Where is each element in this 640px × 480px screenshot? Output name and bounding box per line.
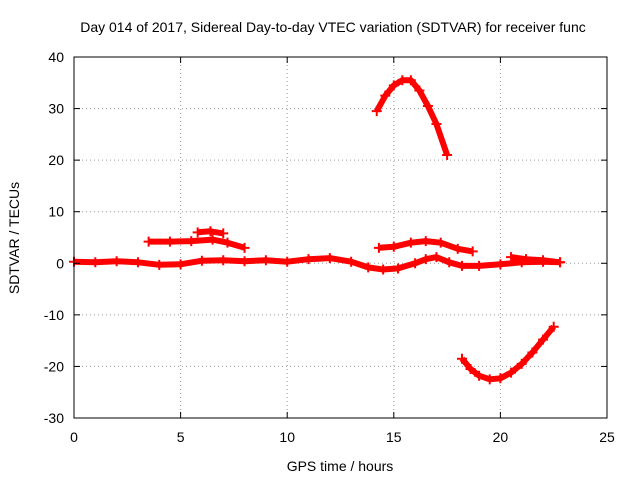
data-point	[555, 257, 566, 268]
data-point	[282, 256, 293, 267]
y-tick-label: 20	[48, 152, 64, 168]
data-point	[506, 252, 517, 263]
data-point	[538, 334, 549, 345]
data-point	[218, 255, 229, 266]
data-point	[495, 373, 506, 384]
data-point	[393, 263, 404, 274]
data-point	[154, 259, 165, 270]
data-point	[132, 257, 143, 268]
axis-ticks: 0 5 10 15 20 25 -30 -20 -10 0 10 20 30 40	[44, 49, 615, 445]
data-point	[186, 236, 197, 247]
data-point	[363, 262, 374, 273]
data-point	[506, 367, 517, 378]
data-point	[388, 80, 399, 91]
data-point	[484, 374, 495, 385]
data-point	[239, 256, 250, 267]
series-track-d	[510, 254, 561, 266]
data-point	[516, 358, 527, 369]
chart-title: Day 014 of 2017, Sidereal Day-to-day VTE…	[80, 19, 586, 35]
x-tick-label: 5	[177, 429, 185, 445]
data-point	[405, 75, 416, 86]
data-point	[164, 236, 175, 247]
series-track-high	[374, 77, 450, 156]
data-point	[442, 149, 453, 160]
data-point	[474, 370, 485, 381]
x-axis-label: GPS time / hours	[287, 458, 394, 474]
data-point	[410, 258, 421, 269]
data-point	[420, 254, 431, 265]
x-tick-label: 0	[70, 429, 78, 445]
data-point	[548, 321, 559, 332]
data-point	[260, 255, 271, 266]
plot-frame	[73, 56, 608, 419]
y-axis-label: SDTVAR / TECUs	[6, 182, 22, 294]
data-point	[388, 241, 399, 252]
data-point	[538, 255, 549, 266]
x-tick-label: 10	[279, 429, 295, 445]
series-track-a	[148, 236, 246, 251]
data-point	[378, 264, 389, 275]
data-point	[495, 259, 506, 270]
data-point	[218, 228, 229, 239]
data-point	[143, 236, 154, 247]
data-point	[431, 119, 442, 130]
data-point	[324, 253, 335, 264]
data-point	[196, 255, 207, 266]
data-point	[431, 252, 442, 263]
data-point	[422, 100, 433, 111]
data-point	[474, 260, 485, 271]
data-point	[90, 257, 101, 268]
data-point	[467, 246, 478, 257]
y-tick-label: -10	[44, 307, 64, 323]
data-point	[444, 257, 455, 268]
y-tick-label: 30	[48, 101, 64, 117]
data-point	[239, 242, 250, 253]
data-point	[373, 242, 384, 253]
data-point	[380, 90, 391, 101]
data-point	[520, 254, 531, 265]
y-tick-label: 0	[56, 255, 64, 271]
series-track-low	[459, 324, 557, 383]
data-point	[175, 259, 186, 270]
y-tick-label: 40	[48, 49, 64, 65]
data-point	[205, 226, 216, 237]
data-point	[397, 75, 408, 86]
data-point	[405, 237, 416, 248]
series-layer	[69, 75, 566, 385]
x-tick-label: 20	[493, 429, 509, 445]
data-point	[527, 347, 538, 358]
y-tick-label: 10	[48, 204, 64, 220]
series-track-main	[73, 254, 561, 273]
data-point	[465, 364, 476, 375]
y-tick-label: -30	[44, 410, 64, 426]
data-point	[435, 237, 446, 248]
y-tick-label: -20	[44, 358, 64, 374]
data-point	[192, 227, 203, 238]
data-point	[414, 85, 425, 96]
data-point	[420, 236, 431, 247]
data-point	[371, 106, 382, 117]
data-point	[111, 256, 122, 267]
x-tick-label: 15	[386, 429, 402, 445]
data-point	[452, 243, 463, 254]
x-tick-label: 25	[599, 429, 615, 445]
data-point	[222, 237, 233, 248]
data-point	[207, 234, 218, 245]
data-point	[303, 254, 314, 265]
grid-lines	[74, 57, 607, 418]
data-point	[457, 353, 468, 364]
data-point	[346, 256, 357, 267]
data-point	[457, 260, 468, 271]
